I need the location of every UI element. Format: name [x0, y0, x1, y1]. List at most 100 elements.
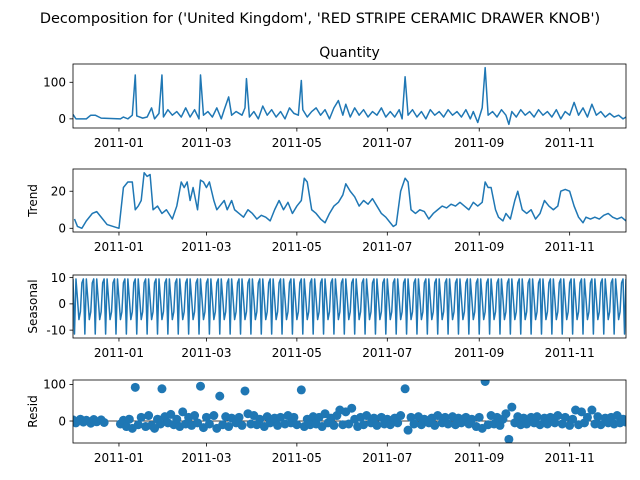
- resid-point: [372, 420, 382, 430]
- seasonal-frame: [72, 274, 627, 339]
- resid-point: [190, 411, 200, 421]
- resid-point: [292, 420, 302, 430]
- resid-point: [196, 381, 205, 391]
- y-tick-label: 0: [58, 112, 66, 126]
- resid-point: [240, 386, 250, 396]
- resid-point: [157, 384, 167, 394]
- x-tick-label: 2011-01: [94, 451, 144, 465]
- resid-point: [474, 412, 484, 422]
- resid-point: [532, 412, 542, 422]
- seasonal-ylabel: Seasonal: [26, 279, 40, 333]
- resid-point: [535, 420, 545, 430]
- resid-point: [443, 419, 453, 429]
- resid-point: [255, 414, 265, 424]
- panel-observed: 0 100 2011-01 2011-03 2011-05 2011-07 2011-09 2…: [43, 45, 627, 150]
- x-tick-label: 2011-07: [362, 136, 412, 150]
- panel-trend: 0 20 2011-01 2011-03 2011-05 2011-07 2011-09 20…: [26, 168, 627, 254]
- resid-point: [215, 391, 225, 401]
- x-tick-label: 2011-05: [272, 240, 322, 254]
- resid-point: [234, 412, 244, 422]
- resid-point: [568, 414, 578, 424]
- resid-point: [553, 411, 563, 421]
- x-tick-label: 2011-03: [181, 240, 231, 254]
- resid-data: [73, 380, 626, 443]
- resid-point: [347, 403, 357, 413]
- resid-point: [501, 409, 511, 419]
- resid-point: [587, 405, 597, 415]
- x-tick-label: 2011-03: [181, 346, 231, 360]
- x-tick-label: 2011-11: [545, 136, 595, 150]
- x-tick-label: 2011-09: [454, 136, 504, 150]
- resid-point: [329, 420, 339, 430]
- resid-point: [550, 418, 560, 428]
- resid-point: [400, 384, 410, 394]
- y-tick-label: -10: [46, 323, 66, 337]
- x-tick-label: 2011-03: [181, 136, 231, 150]
- resid-point: [133, 420, 143, 430]
- x-tick-label: 2011-01: [94, 240, 144, 254]
- trend-ylabel: Trend: [26, 184, 40, 218]
- observed-series-line: [73, 66, 626, 126]
- trend-data: [73, 171, 626, 230]
- x-tick-label: 2011-03: [181, 451, 231, 465]
- resid-point: [369, 413, 379, 423]
- resid-point: [480, 380, 490, 386]
- resid-point: [396, 411, 406, 421]
- resid-point: [136, 412, 146, 422]
- resid-point: [596, 420, 606, 430]
- resid-point: [289, 412, 299, 422]
- resid-point: [273, 420, 283, 430]
- observed-data: [73, 66, 626, 126]
- resid-point: [124, 414, 134, 424]
- resid-point: [224, 422, 234, 432]
- y-tick-label: 100: [43, 378, 66, 392]
- y-tick-label: 0: [58, 414, 66, 428]
- x-tick-label: 2011-09: [454, 240, 504, 254]
- resid-point: [507, 402, 517, 412]
- resid-point: [237, 420, 247, 430]
- x-tick-label: 2011-05: [272, 451, 322, 465]
- resid-point: [385, 420, 395, 430]
- resid-ylabel: Resid: [26, 395, 40, 427]
- y-tick-label: 0: [58, 222, 66, 236]
- x-tick-label: 2011-07: [362, 240, 412, 254]
- resid-point: [144, 411, 154, 421]
- resid-point: [359, 420, 369, 430]
- x-tick-label: 2011-11: [545, 346, 595, 360]
- x-tick-label: 2011-11: [545, 451, 595, 465]
- resid-point: [130, 382, 140, 392]
- figure-title: Decomposition for ('United Kingdom', 'RE…: [40, 11, 600, 27]
- resid-point: [433, 411, 443, 421]
- resid-point: [621, 417, 626, 427]
- resid-point: [393, 418, 403, 428]
- observed-frame: [72, 63, 627, 129]
- resid-point: [209, 411, 219, 421]
- y-tick-label: 20: [51, 185, 66, 199]
- resid-point: [504, 434, 514, 443]
- x-tick-label: 2011-05: [272, 136, 322, 150]
- y-tick-label: 10: [51, 271, 66, 285]
- resid-point: [593, 412, 603, 422]
- y-tick-label: 0: [58, 297, 66, 311]
- x-tick-label: 2011-09: [454, 346, 504, 360]
- resid-point: [155, 419, 165, 429]
- x-tick-label: 2011-05: [272, 346, 322, 360]
- trend-frame: [72, 168, 627, 233]
- panel-seasonal: -10 0 10 2011-01 2011-03 2011-05 2011-07 2011-0…: [26, 271, 627, 360]
- y-tick-label: 100: [43, 76, 66, 90]
- resid-point: [560, 412, 570, 422]
- resid-point: [296, 385, 306, 395]
- resid-point: [178, 407, 188, 417]
- x-tick-label: 2011-01: [94, 136, 144, 150]
- x-tick-label: 2011-07: [362, 451, 412, 465]
- seasonal-data: [73, 278, 626, 335]
- resid-point: [362, 411, 372, 421]
- x-tick-label: 2011-01: [94, 346, 144, 360]
- resid-point: [582, 412, 592, 422]
- resid-frame: [72, 379, 627, 444]
- resid-point: [172, 414, 182, 424]
- resid-point: [577, 407, 587, 417]
- resid-point: [409, 419, 419, 429]
- resid-point: [403, 425, 413, 435]
